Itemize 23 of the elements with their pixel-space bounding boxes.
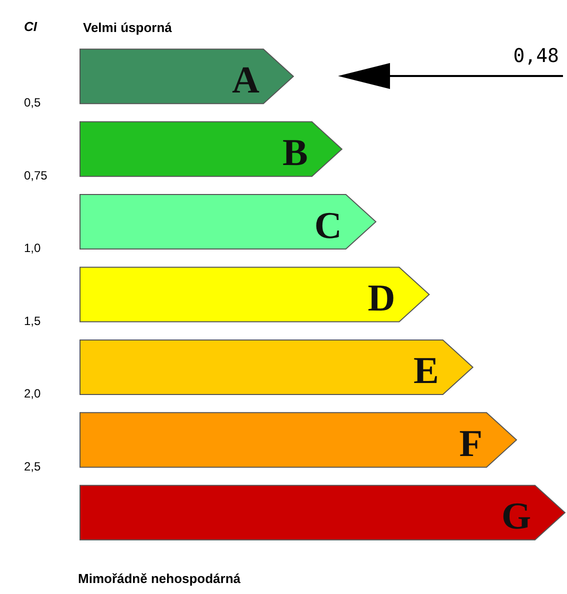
text: 1,0 [24, 241, 42, 256]
bar [80, 194, 376, 250]
y-axis-title: CI [24, 19, 38, 34]
chart-title: Velmi úsporná [83, 20, 173, 35]
y-tick-label: C [314, 204, 342, 247]
bar [80, 121, 342, 177]
text: 2,0 [24, 386, 42, 401]
y-tick-label: D [368, 278, 396, 320]
y-tick-label: F [459, 422, 482, 465]
y-tick-label: G [501, 496, 531, 538]
text: 2,5 [24, 459, 42, 474]
bar [80, 412, 517, 468]
y-tick-label: B [282, 132, 308, 174]
text: 1,5 [24, 314, 42, 328]
text: Mimořádně nehospodárná [78, 571, 242, 586]
text: 0,5 [24, 96, 42, 110]
y-tick-label: E [413, 350, 439, 392]
text: 0,75 [24, 168, 48, 182]
y-tick-label: A [232, 59, 260, 102]
bar [80, 484, 566, 540]
annotation: 0,48 [513, 44, 560, 67]
bar [80, 266, 430, 322]
bar [80, 339, 474, 395]
